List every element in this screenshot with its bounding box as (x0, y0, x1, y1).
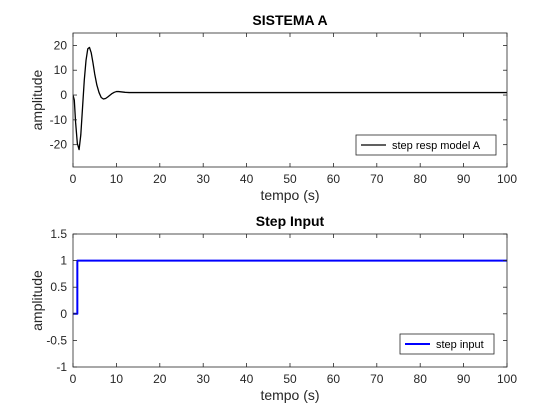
x-tick-label: 50 (283, 172, 297, 186)
y-tick-label: 1 (60, 254, 67, 268)
y-tick-label: -1 (56, 360, 67, 374)
x-tick-label: 80 (414, 372, 428, 386)
x-tick-label: 90 (457, 172, 471, 186)
legend-label: step input (436, 339, 484, 351)
x-tick-label: 60 (327, 172, 341, 186)
x-axis-label: tempo (s) (260, 187, 319, 203)
x-tick-label: 100 (497, 372, 517, 386)
y-axis-label: amplitude (29, 270, 45, 331)
legend: step input (399, 333, 495, 355)
y-tick-label: -10 (50, 113, 68, 127)
y-tick-label: 0.5 (50, 280, 67, 294)
legend-label: step resp model A (392, 140, 481, 152)
x-tick-label: 20 (153, 172, 167, 186)
x-tick-label: 70 (370, 372, 384, 386)
legend-box (399, 333, 495, 355)
chart-2: 0 10 20 30 40 50 60 70 80 90 100 -1 -0.5 0 0.5 1 1.5 Step… (29, 213, 517, 403)
x-tick-label: 50 (283, 372, 297, 386)
x-tick-label: 40 (240, 172, 254, 186)
x-tick-label: 60 (327, 372, 341, 386)
y-tick-label: -20 (50, 138, 68, 152)
x-tick-label: 90 (457, 372, 471, 386)
x-tick-label: 100 (497, 172, 517, 186)
y-tick-label: 1.5 (50, 227, 67, 241)
legend-box (355, 134, 497, 156)
x-tick-label: 30 (197, 372, 211, 386)
x-axis-label: tempo (s) (260, 387, 319, 403)
x-tick-label: 30 (197, 172, 211, 186)
chart-title: Step Input (256, 213, 325, 229)
x-tick-label: 40 (240, 372, 254, 386)
x-tick-label: 10 (110, 372, 124, 386)
x-tick-label: 80 (414, 172, 428, 186)
x-tick-label: 70 (370, 172, 384, 186)
y-tick-label: -0.5 (46, 333, 67, 347)
legend: step resp model A (355, 134, 497, 156)
chart-1: 0 10 20 30 40 50 60 70 80 90 100 -20 -10 0 10 20 SISTEMA… (29, 12, 517, 203)
x-tick-label: 10 (110, 172, 124, 186)
series-line-1 (73, 46, 507, 151)
y-tick-label: 10 (54, 63, 68, 77)
y-tick-label: 0 (60, 88, 67, 102)
x-tick-label: 0 (70, 372, 77, 386)
x-tick-label: 20 (153, 372, 167, 386)
y-axis-label: amplitude (29, 69, 45, 130)
x-tick-label: 0 (70, 172, 77, 186)
y-tick-label: 0 (60, 307, 67, 321)
chart-title: SISTEMA A (252, 12, 327, 28)
y-tick-label: 20 (54, 38, 68, 52)
